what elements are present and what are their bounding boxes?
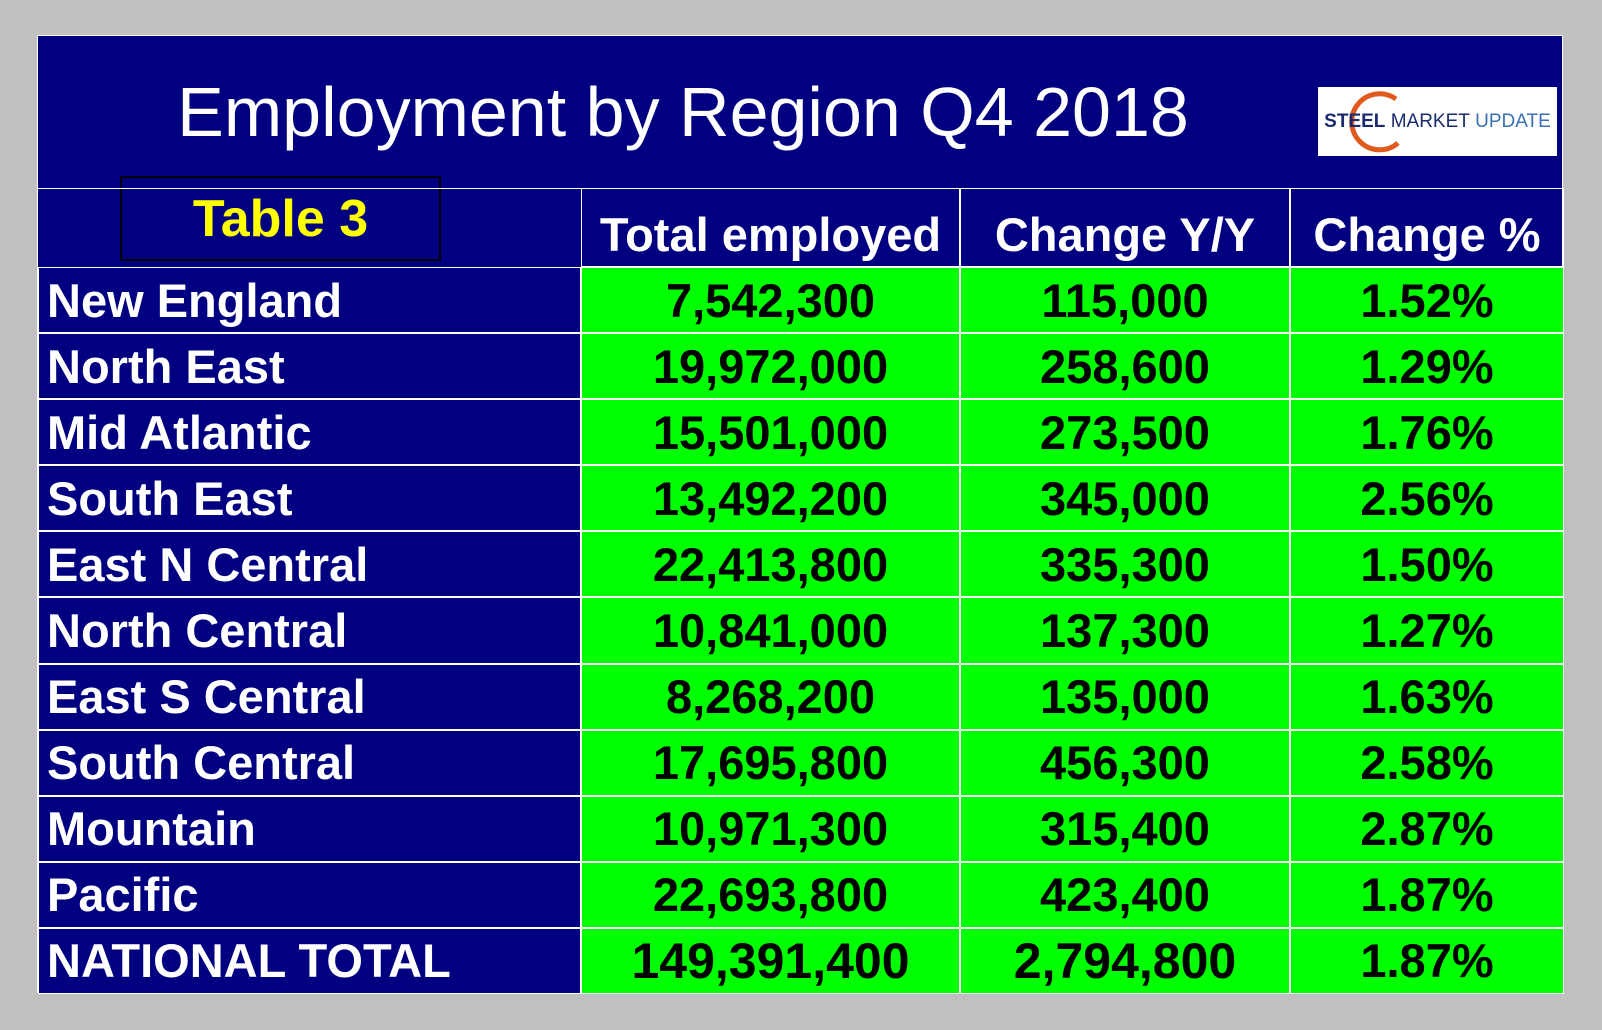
data-cell: 13,492,200 [581, 465, 960, 532]
logo-text: STEEL [1324, 110, 1386, 132]
logo-arc [1349, 91, 1400, 153]
logo: STEEL MARKET UPDATE [1318, 87, 1557, 156]
data-cell: 2.87% [1290, 795, 1564, 862]
data-cell: 1.63% [1290, 663, 1564, 730]
data-cell: 137,300 [960, 597, 1290, 664]
data-cell: 345,000 [960, 465, 1290, 532]
data-cell: 1.50% [1290, 531, 1564, 598]
data-cell: 258,600 [960, 333, 1290, 400]
data-cell: 273,500 [960, 399, 1290, 466]
data-cell: 2.58% [1290, 729, 1564, 796]
region-label: North East [38, 333, 581, 400]
column-header: Change % [1290, 188, 1564, 267]
data-cell: 423,400 [960, 861, 1290, 928]
data-cell: 17,695,800 [581, 729, 960, 796]
data-cell: 22,693,800 [581, 861, 960, 928]
data-cell: 1.87% [1290, 927, 1564, 994]
data-cell: 1.27% [1290, 597, 1564, 664]
region-label: NATIONAL TOTAL [38, 927, 581, 994]
region-label: Mid Atlantic [38, 399, 581, 466]
column-header: Total employed [581, 188, 960, 267]
region-label: Pacific [38, 861, 581, 928]
data-cell: 1.29% [1290, 333, 1564, 400]
logo-text: UPDATE [1475, 110, 1551, 132]
data-cell: 10,841,000 [581, 597, 960, 664]
title: Employment by Region Q4 2018 [177, 73, 1189, 151]
data-cell: 22,413,800 [581, 531, 960, 598]
data-cell: 335,300 [960, 531, 1290, 598]
table-frame: Employment by Region Q4 2018 STEEL MARKE… [37, 35, 1564, 994]
data-cell: 149,391,400 [581, 927, 960, 994]
data-cell: 135,000 [960, 663, 1290, 730]
logo-text: MARKET [1390, 110, 1470, 132]
data-cell: 2,794,800 [960, 927, 1290, 994]
data-cell: 10,971,300 [581, 795, 960, 862]
region-label: Mountain [38, 795, 581, 862]
region-label: South Central [38, 729, 581, 796]
data-cell: 2.56% [1290, 465, 1564, 532]
region-label: East S Central [38, 663, 581, 730]
data-cell: 1.52% [1290, 267, 1564, 334]
data-cell: 19,972,000 [581, 333, 960, 400]
data-cell: 456,300 [960, 729, 1290, 796]
region-label: New England [38, 267, 581, 334]
data-cell: 15,501,000 [581, 399, 960, 466]
data-cell: 7,542,300 [581, 267, 960, 334]
data-cell: 1.76% [1290, 399, 1564, 466]
table-label: Table 3 [120, 176, 441, 261]
data-cell: 115,000 [960, 267, 1290, 334]
region-label: North Central [38, 597, 581, 664]
data-cell: 315,400 [960, 795, 1290, 862]
data-cell: 1.87% [1290, 861, 1564, 928]
column-header: Change Y/Y [960, 188, 1290, 267]
data-cell: 8,268,200 [581, 663, 960, 730]
region-label: South East [38, 465, 581, 532]
region-label: East N Central [38, 531, 581, 598]
